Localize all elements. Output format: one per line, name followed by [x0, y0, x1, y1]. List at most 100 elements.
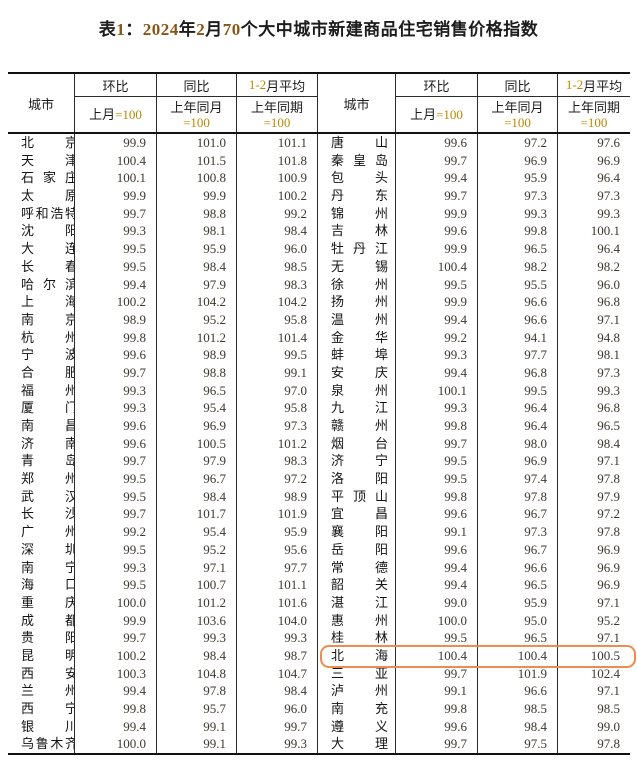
header-city-label: 城市 — [27, 96, 54, 112]
yoy-cell: 96.7 — [478, 540, 558, 559]
mom-cell: 99.5 — [75, 576, 157, 594]
avg-cell: 100.2 — [237, 187, 318, 205]
yoy-cell: 96.5 — [478, 240, 558, 258]
mom-cell: 100.4 — [396, 646, 478, 665]
header-sub-part: 上年同期 — [250, 99, 303, 115]
yoy-cell: 97.8 — [157, 682, 237, 700]
avg-cell: 94.8 — [597, 329, 620, 345]
mom-cell: 99.5 — [396, 629, 478, 647]
yoy-cell: 96.5 — [478, 629, 558, 647]
city-name: 三亚 — [331, 665, 388, 681]
avg-cell: 97.2 — [237, 470, 318, 488]
avg-cell: 99.3 — [597, 205, 620, 221]
header-mom-col: 环比上月=100 — [75, 74, 157, 132]
table-title-part: 70 — [222, 20, 241, 39]
city-cell: 唐山 — [318, 134, 396, 152]
yoy-cell: 96.9 — [157, 417, 237, 435]
header-col-title: 环比 — [75, 74, 156, 97]
table-title-part: ： — [125, 20, 143, 39]
header-title-part: 同比 — [504, 78, 531, 94]
mom-cell: 99.5 — [75, 240, 157, 258]
header-col-title: 1-2 月平均 — [558, 74, 630, 97]
avg-cell: 101.1 — [237, 576, 318, 594]
yoy-cell: 103.6 — [157, 611, 237, 630]
city-name: 哈尔滨 — [21, 276, 75, 292]
header-sub-line: 上月=100 — [89, 107, 142, 122]
mom-cell: 100.4 — [396, 257, 478, 276]
city-name: 宜昌 — [331, 506, 388, 522]
city-cell: 泸州 — [318, 682, 396, 700]
avg-cell: 98.4 — [237, 682, 318, 700]
avg-cell: 101.8 — [237, 151, 318, 170]
city-cell: 洛阳 — [318, 470, 396, 488]
mom-cell: 99.6 — [75, 346, 157, 364]
city-cell: 济宁 — [318, 452, 396, 471]
city-name: 乌鲁木齐 — [21, 736, 75, 752]
avg-cell: 96.9 — [597, 541, 620, 557]
mom-cell: 99.8 — [75, 328, 157, 347]
table-title-part: 2024 — [142, 20, 179, 39]
city-cell: 合肥 — [8, 363, 75, 382]
yoy-cell: 100.4 — [478, 646, 558, 665]
mom-cell: 99.8 — [396, 417, 478, 435]
city-cell: 武汉 — [8, 487, 75, 506]
mom-cell: 99.9 — [75, 134, 157, 152]
mom-cell: 99.7 — [75, 505, 157, 524]
city-cell: 遵义 — [318, 717, 396, 736]
avg-cell: 97.1 — [597, 311, 620, 327]
avg-cell: 98.7 — [237, 646, 318, 665]
yoy-cell: 98.8 — [157, 363, 237, 382]
avg-cell: 97.1 — [597, 683, 620, 699]
avg-cell: 97.1 — [597, 594, 620, 610]
mom-cell: 99.7 — [75, 452, 157, 471]
avg-cell: 97.3 — [237, 417, 318, 435]
city-name: 长春 — [21, 258, 75, 274]
yoy-cell: 96.5 — [478, 576, 558, 594]
header-city-cell: 城市 — [318, 74, 396, 132]
city-cell: 九江 — [318, 399, 396, 417]
city-cell: 三亚 — [318, 664, 396, 683]
yoy-cell: 100.5 — [157, 434, 237, 453]
avg-cell: 96.0 — [597, 276, 620, 292]
city-cell: 韶关 — [318, 576, 396, 594]
header-sub-part: =100 — [263, 114, 291, 130]
city-name: 烟台 — [331, 435, 388, 451]
table-row: 沈阳 99.3 98.1 98.4 吉林 99.6 99.8 100.1 — [8, 222, 630, 241]
table-row: 哈尔滨 99.4 97.9 98.3 徐州 99.5 95.5 96.0 — [8, 275, 630, 294]
header-title-part: 1-2 — [248, 77, 267, 92]
city-cell: 湛江 — [318, 593, 396, 612]
city-name: 重庆 — [21, 594, 75, 610]
city-name: 唐山 — [331, 135, 388, 150]
header-yoy-col: 同比 上年同月 =100 — [478, 74, 558, 132]
mom-cell: 99.6 — [396, 222, 478, 241]
avg-cell: 98.1 — [597, 347, 620, 363]
city-cell: 哈尔滨 — [8, 275, 75, 294]
city-name: 牡丹江 — [331, 241, 388, 257]
table-title-part: 表 — [98, 20, 117, 39]
mom-cell: 99.5 — [75, 540, 157, 559]
city-cell: 大连 — [8, 240, 75, 258]
yoy-cell: 99.5 — [478, 381, 558, 400]
city-cell: 泉州 — [318, 381, 396, 400]
city-cell: 郑州 — [8, 470, 75, 488]
city-cell: 岳阳 — [318, 540, 396, 559]
city-name: 南京 — [21, 311, 75, 327]
mom-cell: 99.4 — [75, 275, 157, 294]
city-cell: 赣州 — [318, 417, 396, 435]
mom-cell: 99.8 — [75, 700, 157, 718]
yoy-cell: 98.1 — [157, 222, 237, 241]
avg-cell: 98.9 — [237, 487, 318, 506]
mom-cell: 100.2 — [75, 293, 157, 311]
header-avg-col: 1-2 月平均 上年同期 =100 — [558, 74, 630, 132]
city-cell: 成都 — [8, 611, 75, 630]
yoy-cell: 99.3 — [157, 629, 237, 647]
mom-cell: 100.1 — [75, 169, 157, 188]
header-sub-part: =100 — [580, 114, 608, 130]
mom-cell: 99.9 — [396, 204, 478, 223]
header-col-title: 同比 — [157, 74, 236, 97]
header-sub-line: =100 — [183, 115, 210, 130]
city-cell: 石家庄 — [8, 169, 75, 188]
yoy-cell: 94.1 — [478, 328, 558, 347]
table-header: 城市 环比 上月=100 同比 上年同月 =100 1-2 月平均 上年同期 =100 城市 环比 上月… — [8, 74, 630, 134]
header-avg-col: 1-2 月平均 上年同期 =100 — [237, 74, 318, 132]
